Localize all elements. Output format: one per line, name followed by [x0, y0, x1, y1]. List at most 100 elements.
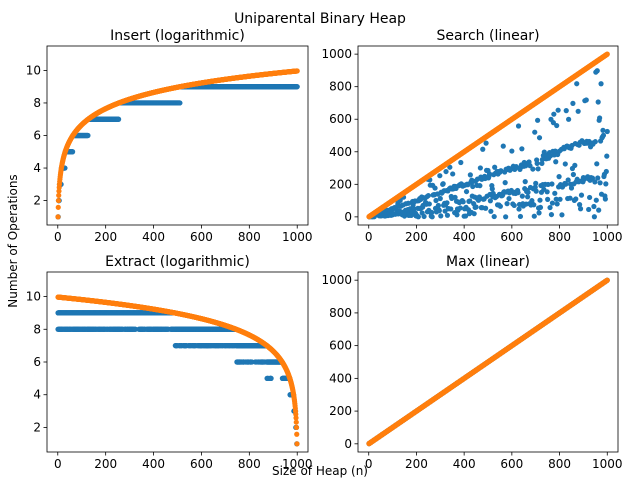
- measured-point: [437, 195, 443, 202]
- y-tick-label: 400: [329, 145, 352, 159]
- measured-point: [578, 192, 585, 198]
- figure-ylabel: Number of Operations: [6, 174, 20, 307]
- measured-point: [452, 194, 458, 200]
- measured-point: [433, 197, 439, 204]
- measured-point: [597, 115, 603, 121]
- measured-point: [548, 211, 555, 218]
- measured-point: [294, 84, 300, 90]
- measured-point: [559, 212, 565, 218]
- measured-point: [415, 214, 421, 220]
- measured-point: [460, 199, 466, 205]
- y-tick-label: 2: [33, 194, 41, 208]
- series-theoretical: [55, 294, 300, 447]
- x-tick-label: 400: [453, 230, 476, 244]
- measured-point: [554, 122, 560, 129]
- measured-point: [486, 171, 493, 177]
- x-tick-label: 1000: [592, 230, 623, 244]
- y-tick-label: 1000: [321, 47, 352, 61]
- measured-point: [504, 201, 510, 207]
- measured-point: [567, 195, 573, 201]
- theoretical-point: [55, 204, 61, 210]
- measured-point: [595, 99, 601, 105]
- data-points: [366, 51, 610, 220]
- data-points: [55, 68, 300, 220]
- measured-point: [534, 160, 540, 167]
- measured-point: [591, 214, 597, 220]
- measured-point: [563, 108, 569, 114]
- y-tick-label: 600: [329, 112, 352, 126]
- measured-point: [566, 116, 572, 122]
- measured-point: [589, 175, 596, 181]
- measured-point: [552, 190, 558, 196]
- x-tick-label: 400: [142, 230, 165, 244]
- measured-point: [549, 181, 555, 187]
- subplot-title: Extract (logarithmic): [105, 254, 250, 270]
- measured-point: [594, 68, 600, 74]
- measured-point: [440, 181, 446, 187]
- measured-point: [598, 81, 604, 87]
- y-tick-label: 800: [329, 80, 352, 94]
- measured-point: [604, 128, 610, 135]
- measured-point: [570, 100, 576, 106]
- measured-point: [600, 127, 606, 133]
- x-tick-label: 0: [365, 230, 373, 244]
- series-measured: [55, 84, 300, 220]
- measured-point: [463, 188, 470, 195]
- measured-point: [553, 196, 559, 202]
- x-tick-label: 200: [405, 230, 428, 244]
- measured-point: [600, 132, 607, 138]
- measured-point: [489, 186, 495, 192]
- measured-point: [519, 193, 525, 199]
- measured-point: [592, 179, 598, 185]
- measured-point: [458, 159, 464, 166]
- measured-point: [556, 174, 562, 180]
- measured-point: [575, 108, 581, 114]
- measured-point: [527, 163, 533, 169]
- measured-point: [437, 173, 443, 179]
- measured-point: [551, 111, 557, 117]
- measured-point: [547, 204, 553, 211]
- measured-point: [425, 192, 431, 199]
- measured-point: [476, 194, 483, 200]
- measured-point: [532, 129, 538, 135]
- measured-point: [533, 180, 539, 186]
- measured-point: [488, 208, 494, 214]
- measured-point: [450, 171, 456, 177]
- measured-point: [432, 185, 438, 191]
- measured-point: [577, 202, 583, 208]
- measured-point: [554, 201, 560, 207]
- measured-point: [470, 183, 476, 190]
- measured-point: [553, 159, 559, 165]
- measured-point: [545, 196, 551, 202]
- measured-point: [438, 213, 444, 219]
- measured-point: [539, 160, 545, 166]
- measured-point: [519, 146, 525, 152]
- measured-point: [597, 180, 603, 186]
- measured-point: [574, 81, 580, 87]
- measured-point: [535, 166, 541, 172]
- x-tick-label: 600: [190, 230, 213, 244]
- measured-point: [516, 206, 522, 212]
- subplot-3: Extract (logarithmic)0 200 400 600 800 100024…: [26, 254, 313, 471]
- measured-point: [525, 194, 531, 200]
- y-tick-label: 4: [33, 161, 41, 175]
- measured-point: [592, 139, 598, 145]
- measured-point: [487, 198, 493, 204]
- measured-point: [550, 120, 556, 126]
- measured-point: [132, 326, 138, 332]
- measured-point: [530, 166, 536, 172]
- measured-point: [457, 205, 463, 211]
- measured-point: [506, 195, 512, 202]
- measured-point: [587, 194, 593, 201]
- y-tick-label: 10: [26, 63, 41, 77]
- y-tick-label: 8: [33, 96, 41, 110]
- measured-point: [525, 189, 531, 195]
- measured-point: [602, 196, 608, 202]
- x-tick-label: 600: [500, 230, 523, 244]
- series-theoretical: [55, 68, 300, 220]
- measured-point: [536, 135, 543, 141]
- measured-point: [531, 202, 537, 208]
- measured-point: [583, 97, 589, 103]
- measured-point: [537, 204, 544, 211]
- measured-point: [532, 184, 538, 190]
